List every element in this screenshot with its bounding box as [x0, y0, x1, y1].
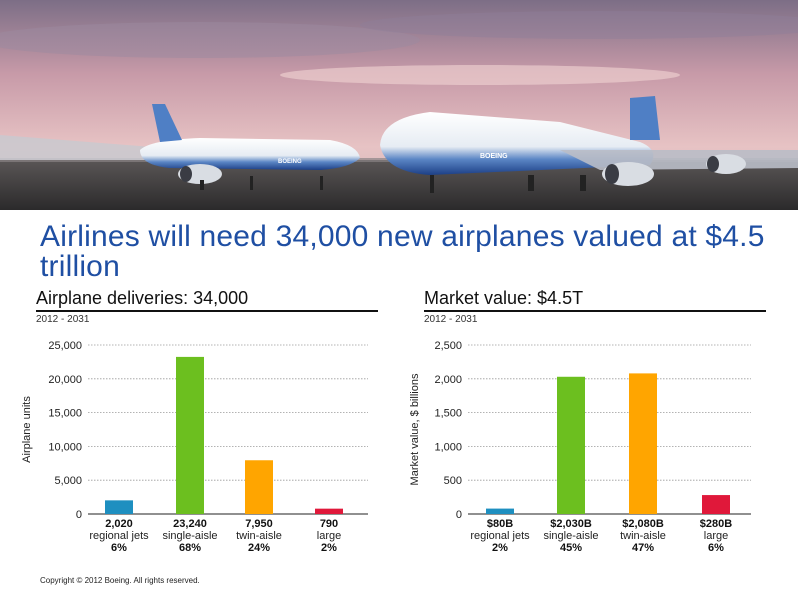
y-axis-label: Market value, $ billions [409, 373, 421, 485]
bar-value-label: 790 [320, 518, 338, 530]
percent-label: 47% [632, 542, 654, 554]
bar-value-label: $2,030B [550, 518, 592, 530]
category-label: twin-aisle [620, 530, 666, 542]
bar-value-label: 7,950 [245, 518, 273, 530]
percent-label: 6% [111, 542, 127, 554]
chart-title-deliveries: Airplane deliveries: 34,000 [36, 288, 249, 308]
y-axis-label: Airplane units [21, 396, 33, 463]
bar-single-aisle [557, 376, 585, 514]
hero-airplanes-image: BOEING BOEING [0, 0, 798, 210]
bar-twin-aisle [629, 373, 657, 514]
percent-label: 6% [708, 542, 724, 554]
y-tick-label: 2,000 [434, 374, 462, 386]
chart-title-rule [424, 310, 766, 312]
bar-twin-aisle [245, 460, 273, 514]
bar-value-label: 23,240 [173, 518, 207, 530]
category-label: single-aisle [162, 530, 217, 542]
category-label: single-aisle [543, 530, 598, 542]
deliveries-bar-chart: 0 5,000 10,000 15,000 20,000 25,000 Airplane u… [21, 340, 368, 554]
category-label: large [704, 530, 728, 542]
bar-large [315, 508, 343, 514]
category-label: large [317, 530, 341, 542]
y-tick-label: 2,500 [434, 340, 462, 352]
y-tick-label: 0 [76, 509, 82, 521]
percent-label: 2% [321, 542, 337, 554]
percent-label: 2% [492, 542, 508, 554]
y-tick-label: 0 [456, 509, 462, 521]
fuselage-text-left: BOEING [278, 159, 302, 165]
percent-label: 45% [560, 542, 582, 554]
y-tick-label: 1,000 [434, 441, 462, 453]
copyright-notice: Copyright © 2012 Boeing. All rights rese… [40, 576, 200, 585]
bar-regional-jets [486, 508, 514, 514]
bar-large [702, 495, 730, 514]
bar-single-aisle [176, 356, 204, 514]
y-tick-label: 1,500 [434, 408, 462, 420]
headline: Airlines will need 34,000 new airplanes … [40, 220, 765, 283]
y-tick-label: 25,000 [48, 340, 82, 352]
percent-label: 24% [248, 542, 270, 554]
category-label: regional jets [89, 530, 149, 542]
chart-subtitle-market-value: 2012 - 2031 [424, 314, 478, 325]
bar-value-label: $280B [700, 518, 732, 530]
y-tick-label: 15,000 [48, 408, 82, 420]
y-tick-label: 10,000 [48, 441, 82, 453]
category-label: regional jets [470, 530, 530, 542]
airplane-left-icon: BOEING [0, 104, 360, 190]
chart-title-rule [36, 310, 378, 312]
airplane-right-icon: BOEING [380, 96, 798, 193]
bar-value-label: $2,080B [622, 518, 664, 530]
category-label: twin-aisle [236, 530, 282, 542]
y-tick-label: 5,000 [54, 475, 82, 487]
bar-regional-jets [105, 500, 133, 514]
bar-value-label: $80B [487, 518, 513, 530]
y-tick-label: 500 [444, 475, 462, 487]
percent-label: 68% [179, 542, 201, 554]
chart-title-market-value: Market value: $4.5T [424, 288, 584, 308]
chart-subtitle-deliveries: 2012 - 2031 [36, 314, 90, 325]
y-tick-label: 20,000 [48, 374, 82, 386]
bar-value-label: 2,020 [105, 518, 133, 530]
market-value-bar-chart: 0 500 1,000 1,500 2,000 2,500 Market value, $ … [409, 340, 751, 554]
fuselage-text-right: BOEING [480, 153, 508, 160]
